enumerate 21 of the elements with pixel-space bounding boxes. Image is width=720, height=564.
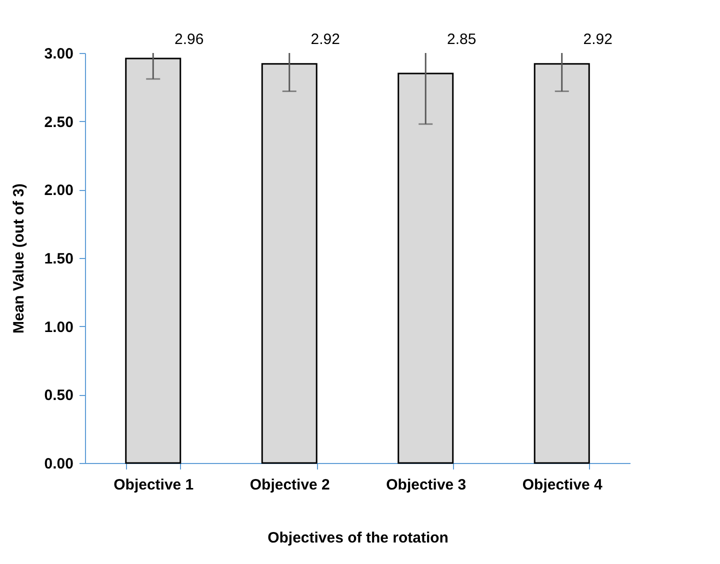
y-axis-title: Mean Value (out of 3) [10,183,28,334]
data-label: 2.92 [583,31,612,48]
x-tick-label: Objective 4 [522,476,604,494]
y-tick-label: 1.50 [44,250,74,268]
y-tick-label: 2.50 [44,114,74,131]
x-axis-title: Objectives of the rotation [268,530,448,546]
data-label: 2.85 [447,31,476,48]
bar [125,58,182,464]
y-tick-label: 1.00 [44,318,74,336]
bar [398,72,454,464]
bar [261,63,318,464]
x-tick-label: Objective 2 [250,476,330,494]
x-tick-label: Objective 3 [386,476,466,494]
data-label: 2.92 [310,31,340,48]
bar [534,63,590,464]
y-tick-label: 2.00 [44,182,74,200]
y-tick-label: 3.00 [44,46,74,62]
data-label: 2.96 [174,31,204,48]
y-tick-label: 0.50 [44,387,74,404]
x-tick-label: Objective 1 [114,476,194,494]
y-tick-label: 0.00 [44,456,74,472]
